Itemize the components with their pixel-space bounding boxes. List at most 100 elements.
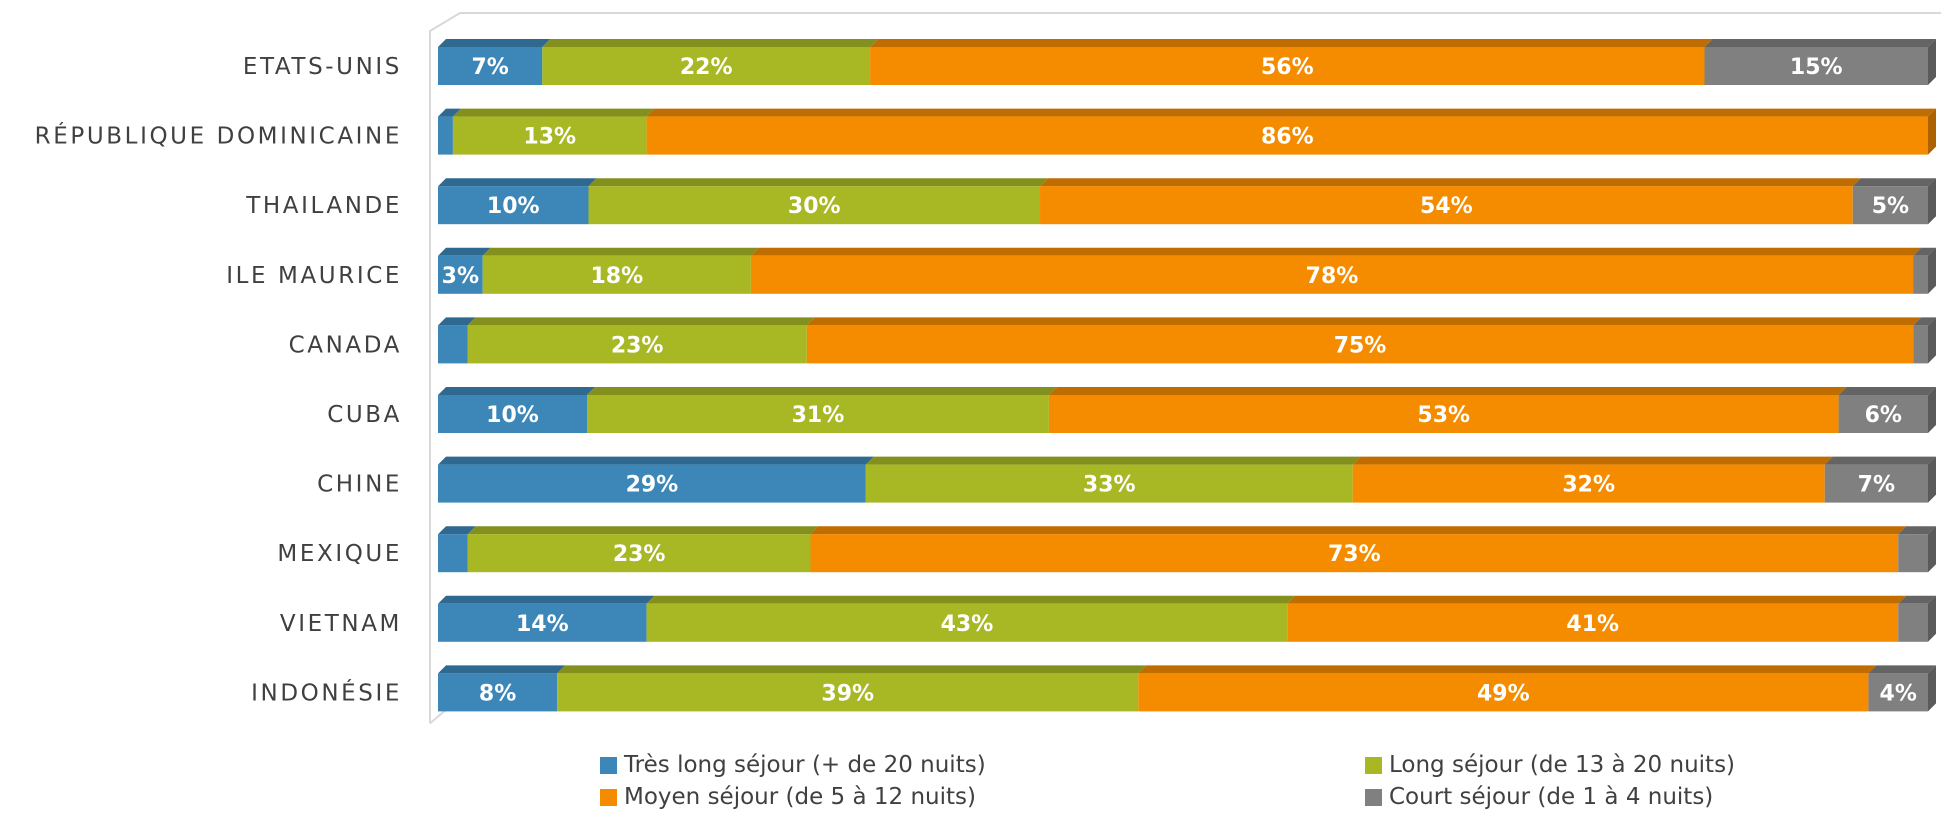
category-label: ETATS-UNIS — [243, 54, 402, 80]
bar-segment — [1913, 325, 1928, 364]
bar-segment-top — [1048, 387, 1847, 395]
chart-wall — [429, 12, 1941, 724]
bar-segment — [1287, 603, 1899, 642]
bar-side — [1928, 317, 1936, 364]
bar-side — [1928, 665, 1936, 712]
bar-segment-top — [438, 108, 461, 117]
bar-segment — [865, 464, 1353, 503]
bar-segment — [1838, 395, 1928, 433]
bar-side — [1928, 526, 1936, 573]
bar-segment — [1898, 603, 1928, 642]
bar-side — [1928, 178, 1936, 225]
bar-segment-top — [542, 39, 879, 47]
category-label: CHINE — [317, 472, 402, 498]
data-label: 18% — [590, 264, 643, 289]
bar-segment — [452, 116, 647, 155]
bar-segment-top — [438, 665, 566, 674]
bar-segment — [438, 186, 589, 225]
bar-segment — [870, 47, 1705, 85]
legend-label: Moyen séjour (de 5 à 12 nuits) — [624, 784, 976, 810]
data-label: 39% — [821, 681, 874, 706]
bar-segment-top — [438, 387, 595, 395]
data-label: 3% — [442, 264, 479, 289]
bar-segment-top — [1913, 247, 1936, 256]
bar-segment-top — [438, 247, 491, 256]
bar-segment-top — [438, 456, 874, 465]
data-label: 73% — [1328, 542, 1381, 567]
bar-segment-top — [1704, 39, 1936, 47]
bar-segment — [438, 603, 647, 642]
bar-segment-top — [467, 526, 819, 535]
bar-side — [1928, 247, 1936, 294]
bar-segment-top — [1824, 456, 1936, 465]
bar-segment-top — [438, 595, 655, 604]
data-label: 30% — [788, 194, 841, 219]
bar-segment — [438, 255, 483, 294]
category-label: CUBA — [327, 402, 402, 428]
bar-segment — [467, 534, 811, 573]
category-label: THAILANDE — [245, 193, 402, 219]
data-label: 22% — [680, 55, 733, 80]
legend-item-long: Long séjour (de 13 à 20 nuits) — [1365, 752, 1735, 778]
bar-segment — [542, 47, 871, 85]
data-label: 31% — [792, 403, 845, 428]
data-label: 8% — [479, 681, 516, 706]
bar-segment — [482, 255, 751, 294]
bar-segment — [1040, 186, 1853, 225]
bar-segment-top — [1913, 317, 1936, 326]
chart-plot: ETATS-UNIS 7% 22% 56% 15% RÉPUBLIQUE DOMINICA… — [35, 12, 1941, 725]
data-label: 14% — [516, 612, 569, 637]
bar-segment-top — [1040, 178, 1861, 187]
bar-segment-top — [806, 317, 1922, 326]
bar-side — [1928, 108, 1936, 155]
bar-segment-top — [438, 178, 597, 187]
bar-segment-top — [1287, 595, 1907, 604]
bar-segment-top — [1868, 665, 1936, 674]
data-label: 41% — [1566, 612, 1619, 637]
category-label: ILE MAURICE — [226, 263, 402, 289]
legend-swatch — [1365, 788, 1382, 806]
bar-segment — [588, 186, 1041, 225]
data-label: 7% — [471, 55, 508, 80]
bar-segment-top — [646, 108, 1936, 117]
data-label: 23% — [613, 542, 666, 567]
bar-segment — [1704, 47, 1928, 85]
category-label: MEXIQUE — [277, 541, 402, 567]
data-label: 33% — [1083, 473, 1136, 498]
bar-segment-top — [1138, 665, 1877, 674]
bar-segment — [750, 255, 1914, 294]
bar-side — [1928, 39, 1936, 85]
data-label: 10% — [487, 194, 540, 219]
data-label: 86% — [1261, 125, 1314, 150]
legend-item-tres-long: Très long séjour (+ de 20 nuits) — [600, 752, 986, 778]
bar-segment-top — [1852, 178, 1936, 187]
data-label: 23% — [611, 333, 664, 358]
data-label: 10% — [486, 403, 539, 428]
bar-segment — [438, 464, 866, 503]
bar-segment — [1352, 464, 1825, 503]
bar-segment-top — [482, 247, 759, 256]
category-label: INDONÉSIE — [251, 678, 402, 706]
data-label: 7% — [1858, 473, 1895, 498]
bar-segment-top — [438, 526, 476, 535]
bar-segment-top — [588, 178, 1049, 187]
bar-side — [1928, 595, 1936, 642]
bar-segment — [1868, 673, 1928, 712]
data-label: 75% — [1334, 333, 1387, 358]
data-label: 13% — [523, 125, 576, 150]
bar-segment — [810, 534, 1899, 573]
bar-segment — [438, 47, 543, 85]
bar-segment — [1898, 534, 1928, 573]
data-label: 43% — [941, 612, 994, 637]
data-label: 29% — [626, 473, 679, 498]
bar-segment-top — [467, 317, 815, 326]
bar-segment — [438, 534, 468, 573]
bar-segment-top — [1352, 456, 1833, 465]
data-label: 6% — [1865, 403, 1902, 428]
bar-segment-top — [750, 247, 1922, 256]
legend-swatch — [600, 788, 617, 806]
bar-segment — [646, 116, 1928, 155]
bar-segment — [438, 395, 587, 433]
chart-legend: Très long séjour (+ de 20 nuits) Long sé… — [0, 752, 1941, 816]
